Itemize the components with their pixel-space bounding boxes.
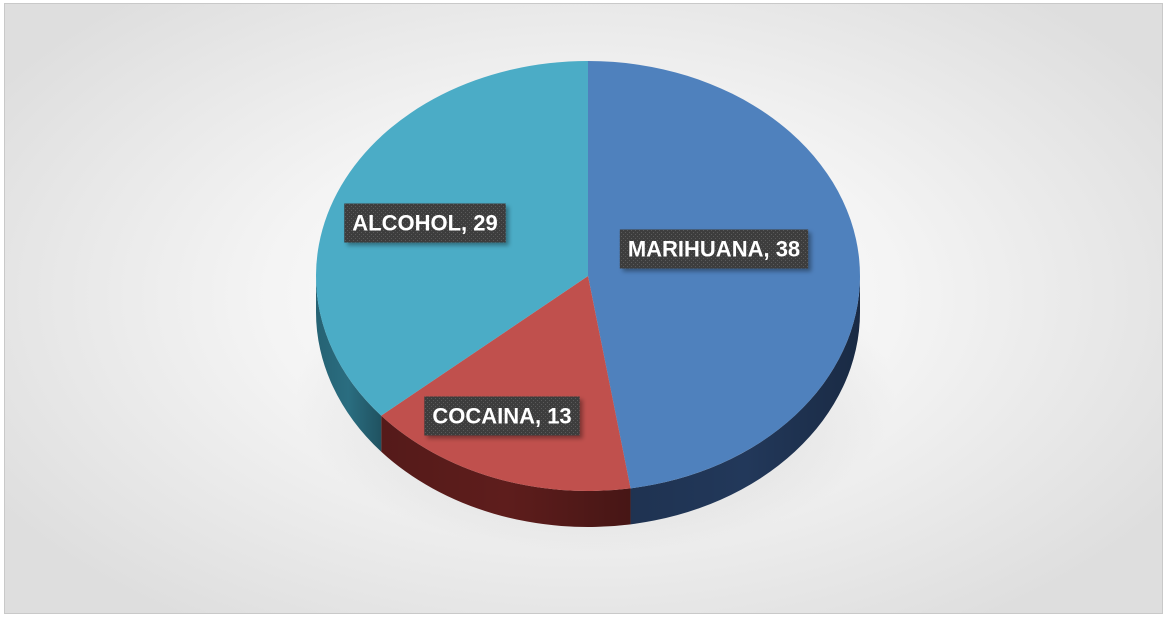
pie-chart: MARIHUANA, 38 COCAINA, 13 ALCOHOL, 29 bbox=[295, 61, 895, 554]
pie-side-shade-alcohol bbox=[316, 276, 382, 452]
data-label-text-alcohol: ALCOHOL, 29 bbox=[352, 211, 497, 236]
pie-sides bbox=[316, 276, 860, 527]
pie-slice-marihuana[interactable] bbox=[588, 61, 860, 489]
chart-area: MARIHUANA, 38 COCAINA, 13 ALCOHOL, 29 bbox=[4, 3, 1163, 614]
data-label-box-alcohol bbox=[344, 203, 506, 243]
pie-slices bbox=[316, 61, 860, 491]
data-label-text-marihuana: MARIHUANA, 38 bbox=[628, 237, 800, 262]
data-label-box-cocaina bbox=[424, 396, 580, 436]
data-label-text-cocaina: COCAINA, 13 bbox=[432, 404, 571, 429]
data-label-cocaina: COCAINA, 13 bbox=[424, 396, 580, 436]
data-label-marihuana: MARIHUANA, 38 bbox=[619, 229, 809, 269]
pie-side-shade-marihuana bbox=[630, 276, 860, 525]
data-labels: MARIHUANA, 38 COCAINA, 13 ALCOHOL, 29 bbox=[344, 203, 809, 436]
data-label-box-marihuana bbox=[619, 229, 809, 269]
data-label-alcohol: ALCOHOL, 29 bbox=[344, 203, 506, 243]
pie-slice-cocaina[interactable] bbox=[381, 276, 631, 491]
pie-side-shade-cocaina bbox=[381, 415, 631, 527]
